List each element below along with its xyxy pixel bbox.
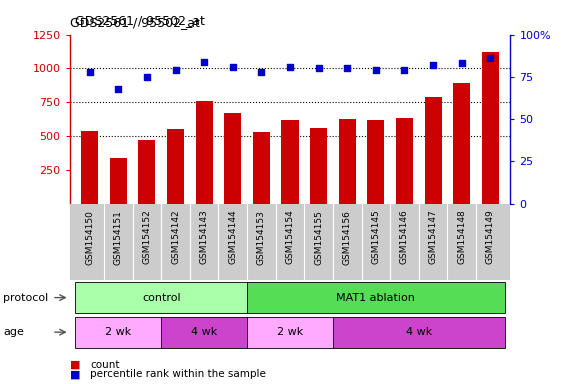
Point bbox=[314, 65, 323, 71]
Bar bbox=[75, 282, 247, 313]
Text: GSM154150: GSM154150 bbox=[85, 210, 94, 265]
Bar bbox=[167, 129, 184, 204]
Point bbox=[142, 74, 151, 80]
Text: ■: ■ bbox=[70, 360, 80, 370]
Point bbox=[485, 55, 495, 61]
Text: GSM154145: GSM154145 bbox=[371, 210, 380, 265]
Text: GSM154143: GSM154143 bbox=[200, 210, 209, 265]
Bar bbox=[339, 119, 356, 204]
Text: count: count bbox=[90, 360, 119, 370]
Text: 2 wk: 2 wk bbox=[277, 327, 303, 337]
Text: control: control bbox=[142, 293, 180, 303]
Text: GSM154144: GSM154144 bbox=[229, 210, 237, 264]
Text: GSM154148: GSM154148 bbox=[457, 210, 466, 265]
Bar bbox=[367, 120, 385, 204]
Text: GSM154154: GSM154154 bbox=[285, 210, 295, 265]
Point bbox=[228, 64, 237, 70]
Bar bbox=[253, 132, 270, 204]
Bar bbox=[482, 52, 499, 204]
Text: GSM154147: GSM154147 bbox=[429, 210, 438, 265]
Bar bbox=[396, 118, 413, 204]
Text: MAT1 ablation: MAT1 ablation bbox=[336, 293, 415, 303]
Point bbox=[257, 69, 266, 75]
Point bbox=[114, 86, 123, 92]
Bar bbox=[224, 113, 241, 204]
Text: GDS2561 / 95502_at: GDS2561 / 95502_at bbox=[70, 16, 200, 29]
Text: GSM154156: GSM154156 bbox=[343, 210, 351, 265]
Text: 2 wk: 2 wk bbox=[105, 327, 132, 337]
Bar bbox=[453, 83, 470, 204]
Bar bbox=[75, 316, 161, 348]
Bar bbox=[161, 316, 247, 348]
Text: GSM154151: GSM154151 bbox=[114, 210, 123, 265]
Bar bbox=[110, 158, 127, 204]
Point bbox=[457, 60, 466, 66]
Point bbox=[400, 67, 409, 73]
Text: GSM154152: GSM154152 bbox=[142, 210, 151, 265]
Bar bbox=[195, 101, 213, 204]
Text: GSM154149: GSM154149 bbox=[486, 210, 495, 265]
Text: age: age bbox=[3, 327, 24, 337]
Bar bbox=[425, 97, 442, 204]
Text: GSM154146: GSM154146 bbox=[400, 210, 409, 265]
Text: protocol: protocol bbox=[3, 293, 48, 303]
Point bbox=[343, 65, 352, 71]
Point bbox=[200, 58, 209, 65]
Bar bbox=[247, 282, 505, 313]
Bar bbox=[310, 128, 327, 204]
Bar bbox=[247, 316, 333, 348]
Text: GSM154153: GSM154153 bbox=[257, 210, 266, 265]
Point bbox=[371, 67, 380, 73]
Text: GDS2561 / 95502_at: GDS2561 / 95502_at bbox=[75, 14, 205, 27]
Text: 4 wk: 4 wk bbox=[191, 327, 218, 337]
Point bbox=[285, 64, 295, 70]
Bar bbox=[81, 131, 98, 204]
Text: percentile rank within the sample: percentile rank within the sample bbox=[90, 369, 266, 379]
Bar bbox=[333, 316, 505, 348]
Point bbox=[429, 62, 438, 68]
Point bbox=[85, 69, 95, 75]
Text: 4 wk: 4 wk bbox=[405, 327, 432, 337]
Bar bbox=[281, 120, 299, 204]
Text: GSM154142: GSM154142 bbox=[171, 210, 180, 264]
Point bbox=[171, 67, 180, 73]
Bar bbox=[138, 140, 155, 204]
Text: GSM154155: GSM154155 bbox=[314, 210, 323, 265]
Text: ■: ■ bbox=[70, 369, 80, 379]
